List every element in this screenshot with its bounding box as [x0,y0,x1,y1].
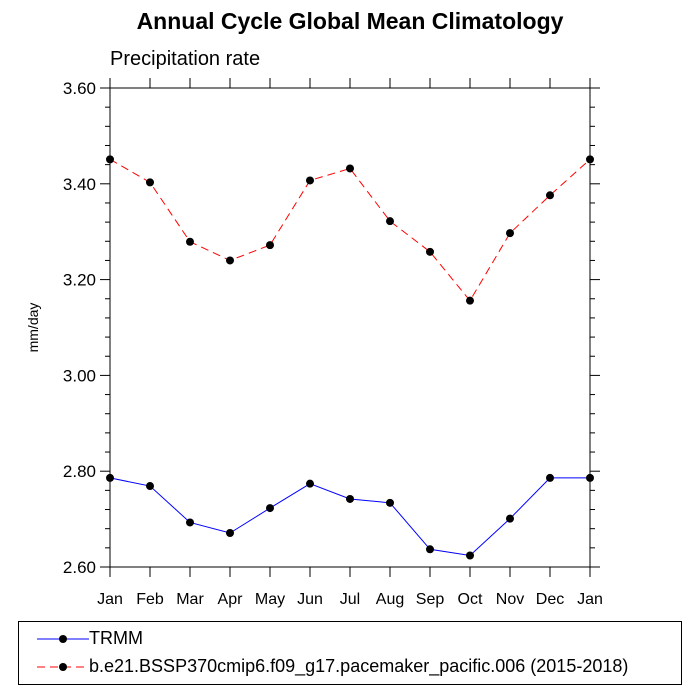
x-tick-label: Jan [97,591,123,608]
data-point-series-0 [186,518,194,527]
x-tick-label: Nov [496,591,524,608]
legend: TRMM b.e21.BSSP370cmip6.f09_g17.pacemake… [18,621,682,685]
chart-subtitle: Precipitation rate [110,48,261,70]
y-tick-label: 3.00 [63,366,96,385]
data-point-series-0 [426,545,434,554]
x-tick-label: Dec [536,591,564,608]
data-point-series-1 [146,178,154,187]
data-point-series-1 [466,296,474,305]
data-point-series-1 [426,247,434,256]
y-tick-label: 3.20 [63,271,96,290]
data-point-series-1 [306,176,314,185]
y-axis-label: mm/day [25,303,41,353]
y-tick-label: 3.40 [63,175,96,194]
x-tick-label: May [255,591,285,608]
x-tick-label: Sep [416,591,445,608]
series-line-1 [109,158,591,302]
legend-item-model: b.e21.BSSP370cmip6.f09_g17.pacemaker_pac… [19,653,681,681]
legend-label-trmm: TRMM [89,628,143,648]
chart-title: Annual Cycle Global Mean Climatology [136,8,564,34]
y-tick-label: 2.80 [63,462,96,481]
data-point-series-0 [346,494,354,503]
x-tick-label: Jun [297,591,323,608]
data-point-series-1 [546,191,554,200]
y-tick-label: 3.60 [63,79,96,98]
data-point-series-0 [386,498,394,507]
legend-label-model: b.e21.BSSP370cmip6.f09_g17.pacemaker_pac… [89,656,629,676]
data-point-series-1 [586,155,594,164]
data-point-series-1 [266,241,274,250]
data-point-series-0 [106,473,114,482]
x-tick-label: Jan [577,591,603,608]
legend-swatch-trmm [37,635,89,643]
x-tick-label: Oct [458,591,483,608]
series-line-0 [109,477,590,557]
legend-item-trmm: TRMM [19,625,681,653]
x-tick-label: Jul [340,591,360,608]
x-tick-label: Apr [218,591,244,608]
data-point-series-0 [506,514,514,523]
plot-area: 2.60 2.80 3.00 3.20 3.40 3.60 Jan Feb Mar Apr May J… [25,78,603,608]
x-tick-label: Aug [376,591,404,608]
data-point-series-1 [226,256,234,265]
data-point-series-1 [506,229,514,238]
legend-swatch-model [37,663,89,671]
data-point-series-1 [346,164,354,173]
x-tick-label: Feb [136,591,164,608]
data-point-series-0 [226,528,234,537]
data-point-series-0 [546,473,554,482]
data-point-series-1 [386,217,394,226]
y-tick-label: 2.60 [63,558,96,577]
data-point-series-0 [266,504,274,513]
data-point-series-0 [306,479,314,488]
data-point-series-0 [466,551,474,560]
x-tick-label: Mar [176,591,204,608]
data-point-series-1 [106,155,114,164]
data-point-series-0 [586,473,594,482]
data-point-series-1 [186,237,194,246]
data-point-series-0 [146,482,154,491]
